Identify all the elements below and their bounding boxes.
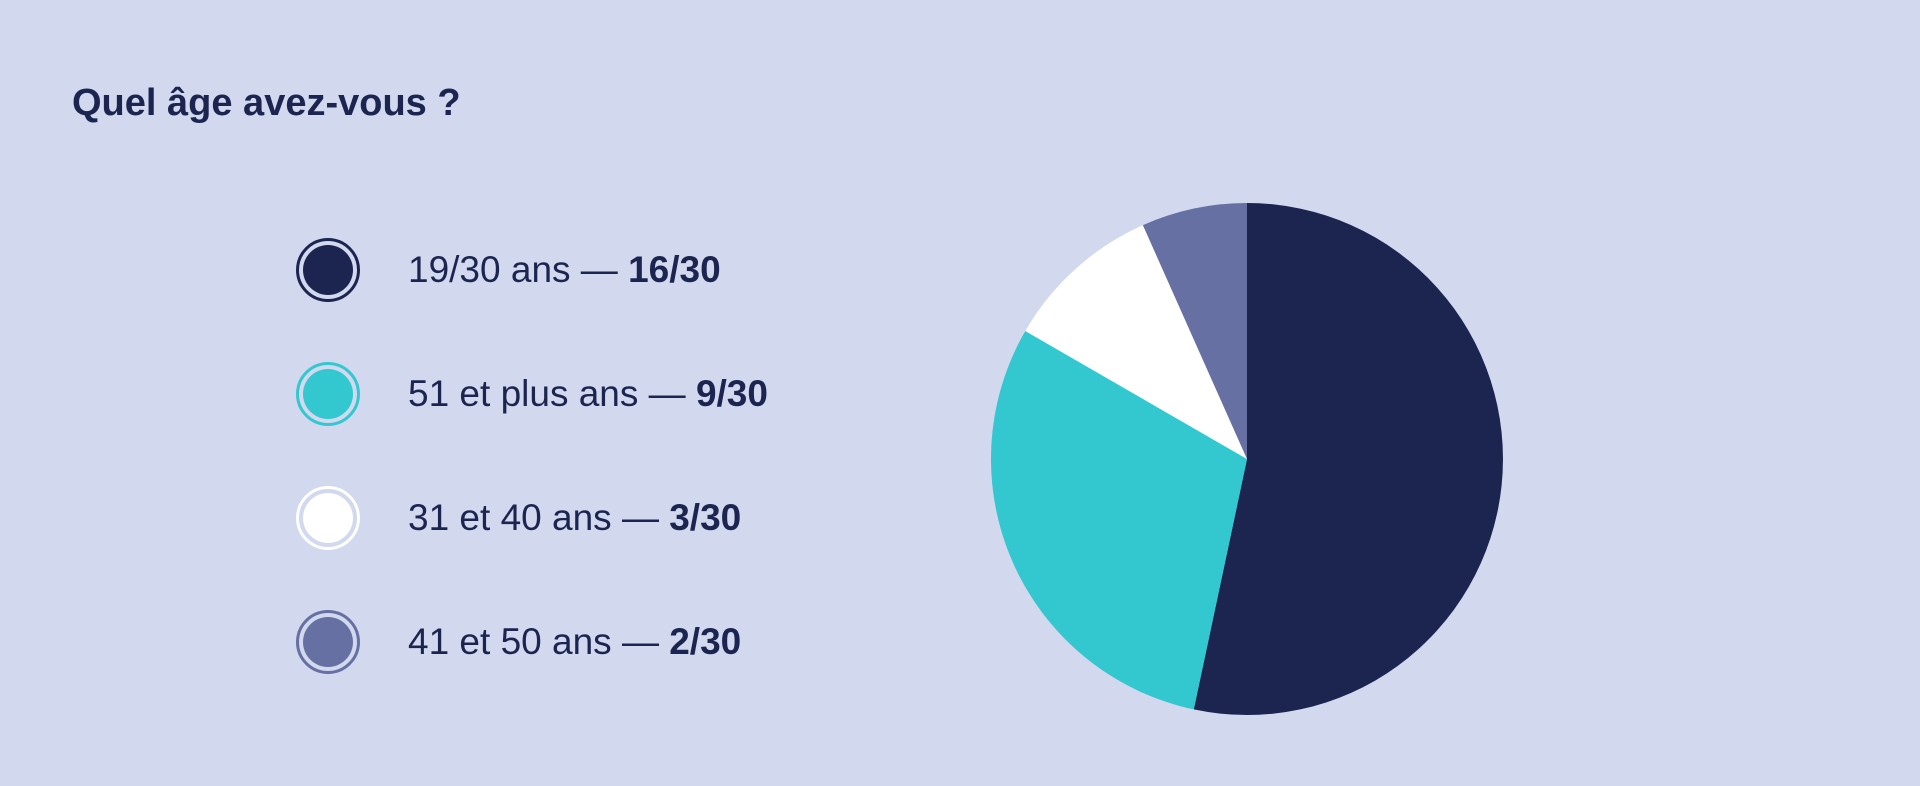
legend-label: 19/30 ans <box>408 249 571 290</box>
chart-legend: 19/30 ans — 16/30 51 et plus ans — 9/30 … <box>296 238 768 674</box>
legend-text: 41 et 50 ans — 2/30 <box>408 621 741 663</box>
legend-text: 51 et plus ans — 9/30 <box>408 373 768 415</box>
legend-label: 51 et plus ans <box>408 373 639 414</box>
legend-text: 31 et 40 ans — 3/30 <box>408 497 741 539</box>
legend-swatch-ring <box>296 486 360 550</box>
legend-swatch-dot <box>303 493 353 543</box>
pie-slice <box>1142 203 1247 459</box>
legend-text: 19/30 ans — 16/30 <box>408 249 721 291</box>
pie-slice <box>1193 203 1503 715</box>
legend-item-19-30: 19/30 ans — 16/30 <box>296 238 768 302</box>
legend-separator: — <box>570 249 629 290</box>
pie-slice <box>1025 225 1247 459</box>
question-title: Quel âge avez-vous ? <box>72 82 461 124</box>
legend-value: 16/30 <box>628 249 721 290</box>
legend-swatch-dot <box>303 617 353 667</box>
legend-swatch-ring <box>296 238 360 302</box>
legend-separator: — <box>611 497 670 538</box>
pie-chart <box>990 203 1503 715</box>
legend-value: 9/30 <box>695 373 768 414</box>
legend-item-51-plus: 51 et plus ans — 9/30 <box>296 362 768 426</box>
legend-label: 31 et 40 ans <box>408 497 612 538</box>
pie-slice <box>990 331 1247 710</box>
legend-value: 2/30 <box>669 621 742 662</box>
legend-separator: — <box>611 621 670 662</box>
legend-swatch-dot <box>303 369 353 419</box>
legend-item-31-40: 31 et 40 ans — 3/30 <box>296 486 768 550</box>
legend-label: 41 et 50 ans <box>408 621 612 662</box>
legend-swatch-ring <box>296 362 360 426</box>
legend-swatch-ring <box>296 610 360 674</box>
legend-swatch-dot <box>303 245 353 295</box>
legend-separator: — <box>638 373 696 414</box>
legend-item-41-50: 41 et 50 ans — 2/30 <box>296 610 768 674</box>
legend-value: 3/30 <box>669 497 742 538</box>
